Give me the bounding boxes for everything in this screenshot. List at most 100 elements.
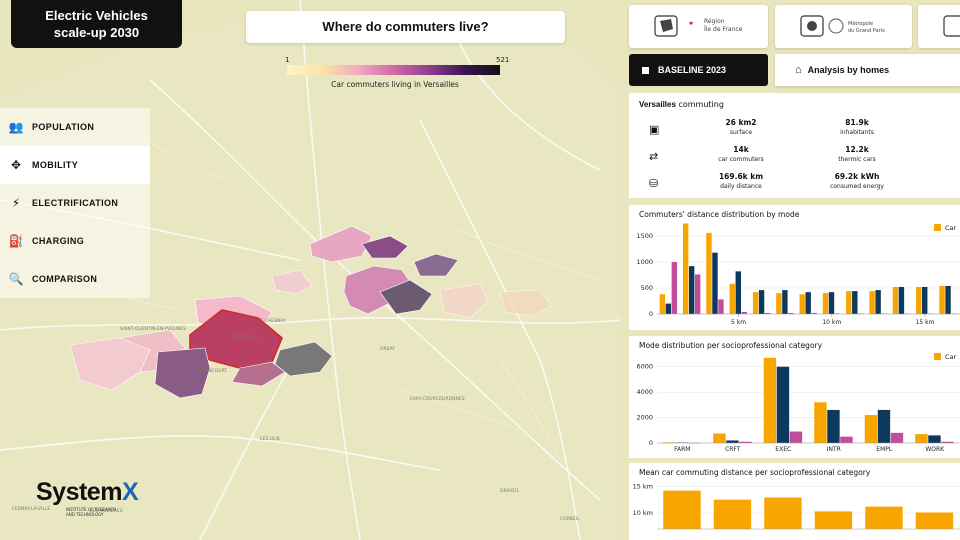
bar	[758, 290, 765, 314]
bar	[916, 286, 922, 314]
svg-text:✱: ✱	[689, 21, 694, 27]
partner-region-idf[interactable]: ✱ Région Île de France	[629, 5, 768, 48]
charging-station-icon: ⛽	[8, 234, 24, 248]
baseline-label: BASELINE 2023	[658, 65, 727, 75]
stat-label: car commuters	[718, 156, 764, 163]
bar	[662, 442, 676, 443]
car-icon: ⛁	[649, 177, 659, 190]
y-tick-label: 10 km	[633, 509, 653, 517]
legend-swatch	[934, 224, 941, 231]
stat-value: 81.9k	[845, 118, 869, 127]
bar	[752, 292, 759, 314]
bar	[776, 366, 790, 443]
bar	[688, 266, 695, 314]
bar	[939, 285, 945, 314]
nav-item-electrification[interactable]: ⚡ ELECTRIFICATION	[0, 184, 150, 222]
stat-value: 14k	[733, 145, 749, 154]
app-title-line2: scale-up 2030	[53, 25, 140, 40]
bar	[865, 506, 903, 529]
bar	[788, 312, 794, 314]
nav-item-charging[interactable]: ⛽ CHARGING	[0, 222, 150, 260]
partner-metropole-grand-paris[interactable]: Métropole du Grand Paris	[775, 5, 912, 48]
x-tick-label: 10 km	[822, 319, 841, 326]
bar	[682, 223, 689, 314]
stat-label: consumed energy	[830, 183, 884, 190]
bar	[718, 299, 724, 314]
nav-item-comparison[interactable]: 🔍 COMPARISON	[0, 260, 150, 298]
nav-item-population[interactable]: 👥 POPULATION	[0, 108, 150, 146]
bar	[890, 432, 904, 443]
commuting-stats-panel: Versailles commuting ▣ 26 km2 surface 81.…	[629, 93, 960, 198]
x-tick-label: FARM	[674, 446, 690, 453]
stats-row: ⇄ 14k car commuters 12.2k thermic cars	[629, 145, 960, 172]
chart-legend: Car	[934, 224, 956, 232]
map-label: SAINT-QUENTIN-EN-YVELINES	[120, 326, 186, 332]
y-tick-label: 0	[649, 310, 653, 318]
partner-line1: Région	[704, 18, 725, 25]
map-label: LES ULIS	[260, 436, 280, 442]
legend-max: 521	[496, 56, 510, 64]
nav-item-label: COMPARISON	[32, 274, 98, 284]
bar	[799, 294, 805, 314]
chart-plot: 0 2000 4000 6000 FARM CRFT EXEC INTR EMPL WORK	[636, 357, 960, 453]
analysis-by-homes-button[interactable]: ⌂ Analysis by homes	[775, 54, 960, 86]
bar	[741, 311, 747, 314]
checkbox-icon	[642, 66, 649, 74]
x-tick-label: WORK	[925, 446, 945, 453]
stat-value: 169.6k km	[718, 172, 764, 181]
bar	[713, 499, 752, 529]
lightning-icon: ⚡	[11, 196, 21, 210]
analysis-label: Analysis by homes	[807, 65, 890, 75]
nav-item-mobility[interactable]: ✥ MOBILITY	[0, 146, 150, 184]
bar	[764, 312, 771, 314]
stats-row: ⛁ 169.6k km daily distance 69.2k kWh consu…	[629, 172, 960, 199]
bar	[805, 292, 811, 314]
bar	[852, 291, 858, 314]
brand-subtitle: INSTITUTE OF RESEARCH AND TECHNOLOGY	[66, 507, 117, 517]
x-tick-label: 5 km	[731, 319, 746, 326]
bar	[945, 285, 951, 314]
bar	[928, 435, 941, 443]
bar	[941, 441, 954, 443]
bar	[877, 409, 891, 443]
bar	[782, 290, 788, 314]
nav-item-label: CHARGING	[32, 236, 85, 246]
bar	[665, 303, 672, 314]
people-icon: 👥	[8, 120, 24, 134]
bar	[713, 433, 726, 443]
region-map-icon: ✱ Région Île de France	[654, 15, 743, 37]
mean-distance-chart: Mean car commuting distance per sociopro…	[629, 463, 960, 540]
map-legend: 1 521 Car commuters living in Versailles	[285, 56, 510, 92]
legend-label: Car	[945, 353, 957, 361]
stat-label: surface	[729, 129, 753, 136]
stat-label: inhabitants	[840, 129, 874, 136]
bar	[776, 293, 782, 314]
partner-card-3[interactable]	[918, 5, 960, 48]
bar	[706, 232, 712, 314]
chart-title: Mode distribution per socioprofessional …	[639, 341, 823, 350]
surface-icon: ▣	[649, 123, 660, 136]
y-tick-label: 0	[649, 439, 653, 447]
bar	[892, 286, 899, 314]
y-tick-label: 2000	[636, 414, 653, 422]
bar	[659, 294, 666, 314]
bar	[869, 291, 875, 314]
brand-mark: X	[121, 478, 139, 506]
baseline-toggle-button[interactable]: BASELINE 2023	[629, 54, 768, 86]
bar	[763, 357, 777, 443]
socioprofessional-mode-chart: Mode distribution per socioprofessional …	[629, 336, 960, 458]
bar	[875, 290, 881, 314]
stat-value: 12.2k	[845, 145, 869, 154]
stats-city: Versailles	[639, 100, 676, 109]
x-tick-label: EXEC	[775, 446, 791, 453]
legend-gradient	[287, 65, 500, 75]
bar	[694, 274, 701, 314]
x-tick-label: EMPL	[876, 446, 893, 453]
chart-plot: 10 km 15 km	[633, 482, 960, 530]
bar	[663, 490, 701, 529]
partner-line2: Île de France	[704, 26, 743, 33]
map-label: CORBEIL	[560, 516, 580, 522]
app-title: Electric Vehicles scale-up 2030	[11, 0, 182, 48]
legend-swatch	[934, 353, 941, 360]
map-label: LE CHESNAY	[258, 318, 286, 324]
